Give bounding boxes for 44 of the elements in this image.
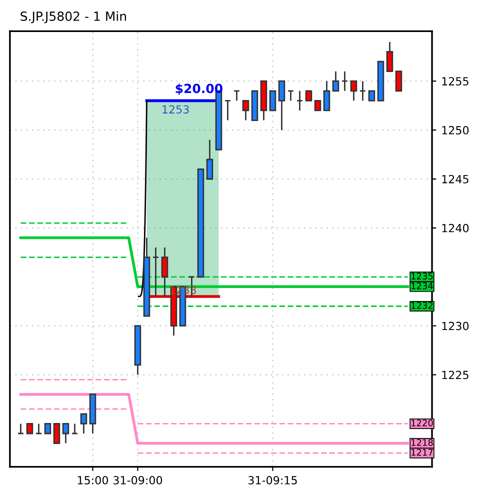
- data-label: 1218: [411, 439, 433, 446]
- y-tick-label: 1250: [442, 126, 469, 134]
- candlestick: [341, 70, 348, 92]
- candlestick: [224, 100, 232, 121]
- data-label: 1235: [411, 272, 433, 280]
- candlestick: [161, 246, 168, 298]
- candlestick: [296, 90, 304, 112]
- candlestick: [368, 90, 376, 102]
- x-tick-label: 15:00: [78, 476, 108, 484]
- annotation: $20.00: [176, 84, 222, 95]
- data-label: 1232: [411, 302, 433, 309]
- y-tick-label: 1245: [442, 174, 468, 184]
- candlestick: [287, 90, 294, 102]
- candlestick: [395, 70, 402, 92]
- candlestick: [305, 90, 312, 102]
- y-tick-label: 1240: [442, 224, 469, 232]
- candlestick: [314, 100, 322, 112]
- candlestick: [242, 100, 250, 121]
- data-label: 1217: [411, 448, 433, 456]
- chart-title: S.JP.J5802 - 1 Min: [20, 11, 126, 24]
- candlestick: [152, 246, 160, 298]
- candlestick: [62, 423, 70, 444]
- y-tick-label: 1230: [442, 322, 469, 330]
- y-tick-label: 1225: [442, 370, 468, 380]
- annotation: 1233: [170, 286, 196, 294]
- candlestick: [359, 80, 366, 102]
- candlestick: [233, 90, 240, 102]
- x-tick-label: 31-09:15: [248, 476, 297, 484]
- candlestick: [44, 423, 52, 434]
- y-tick-label: 1255: [442, 77, 468, 86]
- data-label: 1234: [411, 282, 433, 290]
- candlestick: [278, 80, 286, 131]
- candlestick: [332, 70, 340, 92]
- data-label: 1220: [411, 420, 433, 426]
- candlestick: [80, 413, 88, 434]
- candlestick: [269, 90, 276, 112]
- candlestick: [206, 139, 214, 180]
- annotation: 1253: [162, 105, 189, 114]
- candlestick: [26, 423, 34, 434]
- x-tick-label: 31-09:00: [113, 476, 162, 484]
- candlestick: [53, 423, 60, 444]
- candlestick: [350, 80, 358, 102]
- candlestick: [323, 80, 330, 112]
- candlestick: [386, 41, 394, 72]
